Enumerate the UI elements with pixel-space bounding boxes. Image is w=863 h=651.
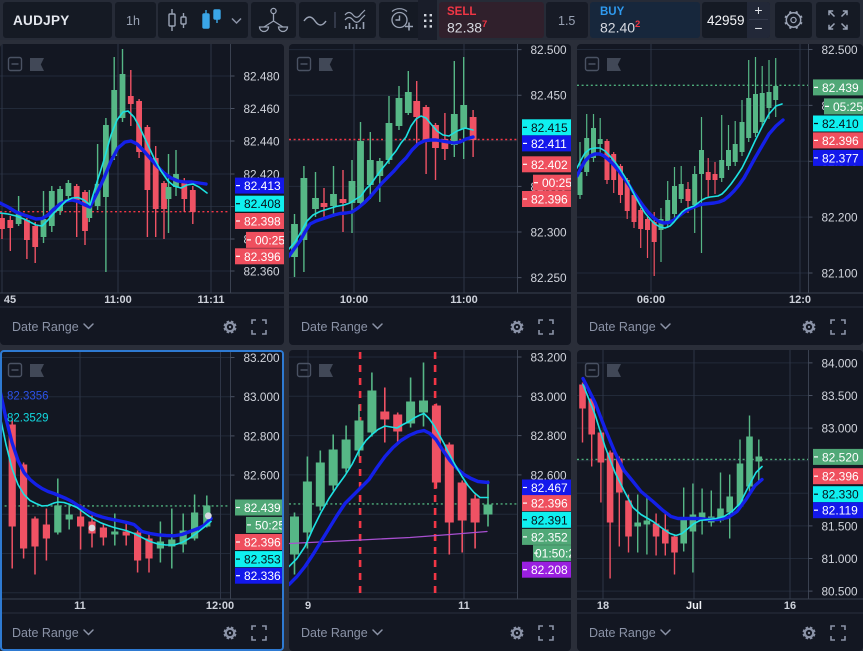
svg-text:82.408: 82.408 bbox=[244, 197, 281, 211]
svg-text:11: 11 bbox=[74, 600, 86, 612]
svg-text:82.413: 82.413 bbox=[244, 179, 281, 193]
svg-text:82.377: 82.377 bbox=[822, 151, 859, 165]
svg-text:01:50:2: 01:50:2 bbox=[535, 546, 571, 560]
svg-text:82.411: 82.411 bbox=[531, 137, 567, 151]
svg-text:82.396: 82.396 bbox=[822, 469, 859, 483]
svg-text:84.000: 84.000 bbox=[822, 356, 859, 370]
svg-text:82.391: 82.391 bbox=[531, 513, 568, 527]
svg-text:82.352: 82.352 bbox=[531, 530, 568, 544]
svg-text:82.467: 82.467 bbox=[531, 481, 568, 495]
svg-text:82.360: 82.360 bbox=[244, 265, 281, 279]
svg-text:11: 11 bbox=[458, 600, 470, 612]
svg-text:00:25: 00:25 bbox=[542, 176, 571, 190]
svg-text:18: 18 bbox=[597, 600, 609, 612]
svg-text:82.396: 82.396 bbox=[531, 496, 568, 510]
svg-text:83.200: 83.200 bbox=[531, 350, 568, 364]
svg-text:11:11: 11:11 bbox=[198, 294, 225, 306]
svg-text:83.000: 83.000 bbox=[531, 389, 568, 403]
svg-text:82.450: 82.450 bbox=[531, 89, 568, 103]
svg-text:82.396: 82.396 bbox=[822, 134, 859, 148]
svg-text:82.410: 82.410 bbox=[822, 117, 859, 131]
svg-text:12:00: 12:00 bbox=[206, 600, 234, 612]
svg-text:00:25: 00:25 bbox=[255, 233, 284, 247]
svg-text:82.600: 82.600 bbox=[531, 468, 568, 482]
svg-text:82.250: 82.250 bbox=[531, 271, 568, 285]
svg-text:81.000: 81.000 bbox=[822, 552, 859, 566]
svg-text:16: 16 bbox=[784, 600, 796, 612]
svg-text:12:0: 12:0 bbox=[789, 294, 811, 306]
svg-text:9: 9 bbox=[305, 600, 311, 612]
svg-text:11:00: 11:00 bbox=[104, 294, 132, 306]
svg-text:Date Range: Date Range bbox=[589, 320, 656, 334]
svg-text:82.398: 82.398 bbox=[244, 215, 281, 229]
svg-text:82.500: 82.500 bbox=[531, 44, 568, 57]
svg-text:82.336: 82.336 bbox=[244, 569, 281, 583]
svg-text:82.119: 82.119 bbox=[822, 503, 858, 517]
svg-text:83.000: 83.000 bbox=[244, 390, 281, 404]
svg-text:82.402: 82.402 bbox=[531, 158, 568, 172]
svg-text:82.800: 82.800 bbox=[531, 429, 568, 443]
svg-text:82.520: 82.520 bbox=[822, 450, 859, 464]
svg-text:Date Range: Date Range bbox=[12, 320, 79, 334]
svg-text:82.200: 82.200 bbox=[822, 211, 859, 225]
svg-text:10:00: 10:00 bbox=[340, 294, 368, 306]
svg-text:82.3356: 82.3356 bbox=[7, 390, 49, 402]
svg-text:Date Range: Date Range bbox=[301, 626, 368, 640]
svg-text:82.500: 82.500 bbox=[822, 44, 859, 57]
svg-text:80.500: 80.500 bbox=[822, 584, 859, 598]
svg-text:81.500: 81.500 bbox=[822, 519, 859, 533]
svg-text:82.439: 82.439 bbox=[822, 81, 859, 95]
svg-text:82.440: 82.440 bbox=[244, 135, 281, 149]
svg-text:82.415: 82.415 bbox=[531, 121, 568, 135]
svg-text:82.100: 82.100 bbox=[822, 267, 859, 281]
svg-text:Date Range: Date Range bbox=[12, 626, 79, 640]
svg-text:82.208: 82.208 bbox=[531, 563, 568, 577]
svg-text:Date Range: Date Range bbox=[301, 320, 368, 334]
svg-text:82.330: 82.330 bbox=[822, 487, 859, 501]
svg-text:82.800: 82.800 bbox=[244, 429, 281, 443]
svg-text:Date Range: Date Range bbox=[589, 626, 656, 640]
svg-text:82.439: 82.439 bbox=[244, 501, 281, 515]
svg-text:11:00: 11:00 bbox=[450, 294, 478, 306]
svg-text:Jul: Jul bbox=[686, 600, 702, 612]
svg-text:82.480: 82.480 bbox=[244, 70, 281, 84]
svg-text:45: 45 bbox=[4, 294, 16, 306]
svg-text:82.396: 82.396 bbox=[244, 535, 281, 549]
svg-text:83.000: 83.000 bbox=[822, 421, 859, 435]
svg-text:82.460: 82.460 bbox=[244, 102, 281, 116]
svg-text:06:00: 06:00 bbox=[637, 294, 665, 306]
svg-text:82.300: 82.300 bbox=[531, 226, 568, 240]
svg-text:82.600: 82.600 bbox=[244, 468, 281, 482]
svg-text:50:25: 50:25 bbox=[255, 518, 284, 532]
svg-text:82.3529: 82.3529 bbox=[7, 412, 49, 424]
svg-text:82.396: 82.396 bbox=[531, 193, 568, 207]
svg-text:83.500: 83.500 bbox=[822, 389, 859, 403]
svg-text:82.396: 82.396 bbox=[244, 250, 281, 264]
svg-text:82.353: 82.353 bbox=[244, 552, 281, 566]
svg-text:83.200: 83.200 bbox=[244, 351, 281, 365]
svg-text:05:25: 05:25 bbox=[833, 100, 863, 114]
